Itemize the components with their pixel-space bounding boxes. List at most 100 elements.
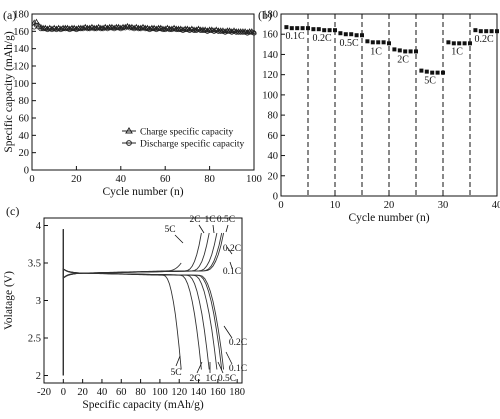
- x-axis-label: Cycle number (n): [102, 186, 183, 198]
- rate-point: [370, 40, 375, 45]
- x-tick-label: 60: [160, 174, 171, 185]
- rate-label: 0.5C: [339, 38, 359, 49]
- discharge-rate-label: 0.2C: [229, 338, 247, 348]
- x-tick-label: 140: [191, 387, 207, 398]
- charge-point: [195, 25, 202, 31]
- x-tick-label: 30: [438, 200, 449, 211]
- y-tick-label: 100: [262, 90, 278, 101]
- panel-label: (a): [3, 8, 16, 22]
- plot-frame: [31, 13, 255, 171]
- rate-point: [495, 29, 499, 34]
- panel-label: (b): [258, 8, 272, 22]
- charge-point: [231, 27, 237, 33]
- rate-label: 0.1C: [285, 31, 305, 42]
- rate-point: [349, 32, 354, 37]
- charge-point: [202, 26, 209, 32]
- annotation-arrow: [198, 224, 205, 234]
- rate-point: [338, 31, 343, 36]
- x-tick-label: 80: [204, 174, 215, 185]
- y-tick-label: 3: [36, 296, 41, 307]
- discharge-rate-label: 2C: [189, 374, 200, 384]
- rate-label: 1C: [370, 46, 382, 57]
- panel-c: -20 0 20 40 60 80 100 120 140 160 180 2 2.5 3 3.5 4 Spec…: [3, 204, 247, 411]
- discharge-rate-label: 0.1C: [229, 364, 247, 374]
- y-tick-label: 20: [268, 171, 279, 182]
- charge-rate-label: 0.5C: [217, 215, 235, 225]
- rate-label: 1C: [451, 46, 463, 57]
- rate-point: [381, 40, 386, 45]
- discharge-rate-label: 5C: [170, 368, 181, 378]
- y-tick-label: 60: [19, 114, 30, 125]
- rate-point: [316, 27, 321, 32]
- discharge-curve: [62, 268, 182, 376]
- charge-point: [31, 19, 38, 25]
- charge-point: [51, 24, 58, 30]
- charge-point: [248, 28, 255, 34]
- charge-point: [228, 28, 235, 34]
- y-tick-label: 40: [268, 151, 279, 162]
- x-tick-label: 20: [77, 387, 88, 398]
- x-tick-label: 120: [171, 387, 187, 398]
- y-tick-label: 160: [13, 27, 29, 38]
- rate-point: [473, 28, 478, 33]
- charge-point: [80, 24, 86, 30]
- discharge-curve: [62, 268, 225, 376]
- charge-point: [186, 26, 193, 32]
- rate-point: [376, 40, 381, 45]
- rate-point: [392, 47, 397, 52]
- rate-point: [430, 70, 435, 75]
- charge-point: [124, 22, 131, 29]
- charge-point: [157, 24, 164, 30]
- annotation-arrow: [217, 361, 224, 374]
- charge-point: [53, 25, 60, 31]
- y-tick-label: 140: [262, 50, 278, 61]
- discharge-rate-label: 1C: [205, 374, 216, 384]
- charge-point: [111, 24, 118, 30]
- x-tick-label: 10: [330, 200, 341, 211]
- rate-point: [360, 33, 364, 38]
- y-tick-label: 160: [262, 30, 278, 41]
- charge-rate-label: 1C: [204, 215, 215, 225]
- charge-point: [57, 25, 64, 31]
- charge-point: [184, 25, 191, 31]
- y-tick-label: 40: [19, 131, 30, 142]
- charge-point: [171, 24, 177, 30]
- charge-point: [177, 25, 184, 31]
- annotation-arrow: [196, 361, 203, 374]
- y-tick-label: 180: [13, 10, 29, 21]
- y-tick-label: 120: [13, 62, 29, 73]
- charge-point: [144, 24, 151, 30]
- panel-label: (c): [6, 204, 19, 218]
- charge-rate-label: 5C: [164, 225, 175, 235]
- rate-point: [295, 26, 300, 31]
- charge-point: [86, 24, 93, 30]
- rate-point: [462, 41, 467, 46]
- panel-b: 0 10 20 30 40 0 20 40 60 80 100 120 140 160 180 Cycle n…: [258, 8, 500, 224]
- rate-label: 2C: [397, 54, 409, 65]
- x-tick-label: 20: [71, 174, 82, 185]
- y-tick-label: 2.5: [28, 334, 41, 345]
- rate-point: [327, 28, 332, 33]
- rate-point: [484, 29, 489, 34]
- annotation-arrow: [229, 261, 233, 269]
- x-tick-label: 80: [135, 387, 146, 398]
- rate-point: [343, 32, 348, 37]
- y-tick-label: 20: [19, 148, 30, 159]
- rate-point: [419, 68, 424, 73]
- annotation-arrow: [174, 234, 184, 244]
- charge-point: [244, 28, 251, 35]
- charge-point: [109, 23, 115, 29]
- charge-point: [71, 24, 78, 30]
- x-tick-label: 0: [29, 174, 34, 185]
- charge-point: [49, 25, 55, 31]
- y-tick-label: 2: [36, 371, 41, 382]
- charge-point: [153, 25, 160, 31]
- charge-point: [242, 28, 248, 34]
- rate-point: [311, 27, 316, 32]
- charge-point: [33, 18, 40, 24]
- y-tick-label: 80: [19, 96, 30, 107]
- charge-point: [46, 24, 53, 30]
- x-tick-label: 160: [210, 387, 226, 398]
- charge-point: [42, 24, 49, 30]
- rate-point: [446, 40, 451, 45]
